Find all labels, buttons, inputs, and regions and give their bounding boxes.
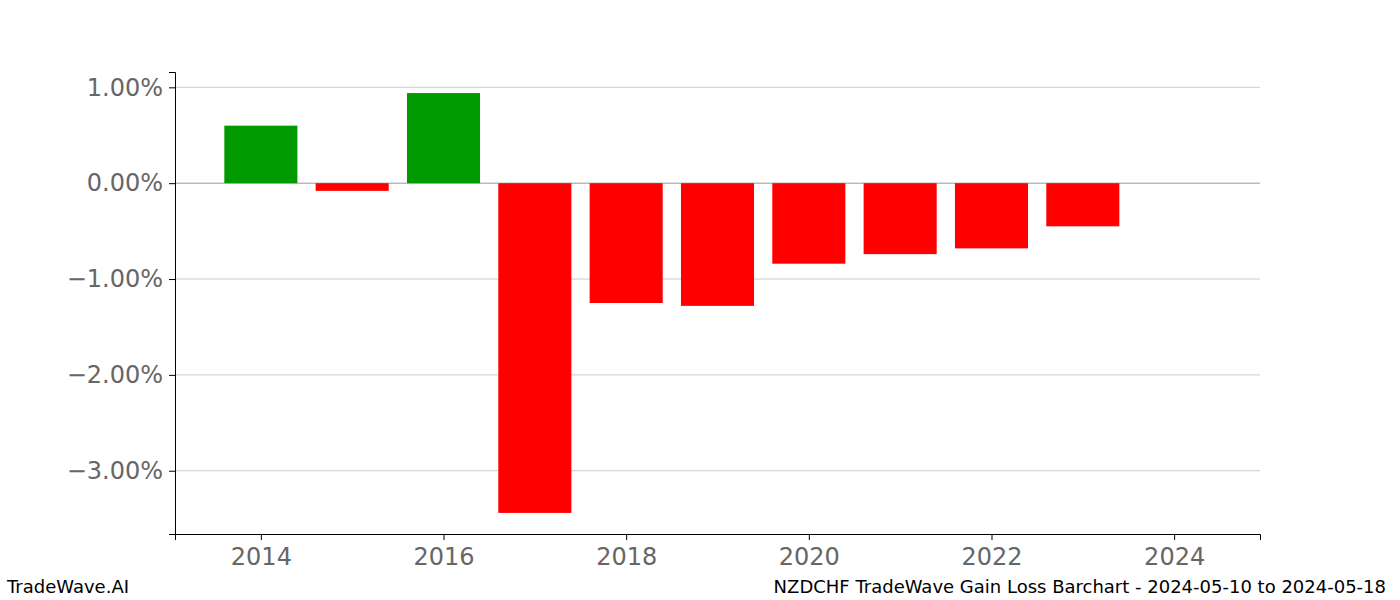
title: NZDCHF TradeWave Gain Loss Barchart - 20… <box>774 576 1386 597</box>
x-tick-mark <box>626 534 627 540</box>
x-tick-mark <box>1174 534 1175 540</box>
y-tick-label: 0.00% <box>87 169 163 197</box>
x-tick-label: 2024 <box>1144 543 1205 571</box>
y-tick: −3.00% <box>67 457 175 485</box>
x-tick-label: 2016 <box>413 543 474 571</box>
bar <box>590 183 663 303</box>
y-tick-label: −3.00% <box>67 457 163 485</box>
x-tick-mark <box>444 534 445 540</box>
bars <box>224 93 1119 513</box>
bar <box>1046 183 1119 226</box>
x-tick: 2014 <box>231 534 292 571</box>
x-tick-label: 2018 <box>596 543 657 571</box>
x-tick: 2020 <box>779 534 840 571</box>
x-tick: 2016 <box>413 534 474 571</box>
y-tick: −1.00% <box>67 265 175 293</box>
x-axis-line <box>176 535 1261 541</box>
bar <box>772 183 845 264</box>
plot-area: 2014 2016 2018 2020 2022 2024 1.00% 0.00% −1.00%… <box>67 73 1261 572</box>
bar <box>1138 183 1211 184</box>
x-axis: 2014 2016 2018 2020 2022 2024 <box>176 534 1261 571</box>
y-tick-label: −1.00% <box>67 265 163 293</box>
x-tick-mark <box>991 534 992 540</box>
bar <box>316 183 389 191</box>
y-tick-mark <box>169 375 175 376</box>
x-tick-label: 2020 <box>779 543 840 571</box>
annotation: TradeWave.AI <box>6 576 129 597</box>
y-tick: 0.00% <box>87 169 175 197</box>
y-tick-label: −2.00% <box>67 361 163 389</box>
y-tick: −2.00% <box>67 361 175 389</box>
x-tick-label: 2014 <box>231 543 292 571</box>
x-tick: 2022 <box>961 534 1022 571</box>
bar <box>681 183 754 306</box>
y-tick-mark <box>169 183 175 184</box>
x-tick-mark <box>809 534 810 540</box>
grid-line <box>175 374 1260 375</box>
x-tick-label: 2022 <box>961 543 1022 571</box>
grid-line <box>175 470 1260 471</box>
bar <box>498 183 571 513</box>
y-tick-mark <box>169 279 175 280</box>
x-tick: 2024 <box>1144 534 1205 571</box>
y-axis-line <box>169 73 176 535</box>
grid-line <box>175 87 1260 88</box>
y-tick-mark <box>169 471 175 472</box>
chart: 2014 2016 2018 2020 2022 2024 1.00% 0.00% −1.00%… <box>0 0 1400 600</box>
bar <box>224 126 297 184</box>
x-tick: 2018 <box>596 534 657 571</box>
bar <box>407 93 480 183</box>
x-tick-mark <box>261 534 262 540</box>
bar <box>864 183 937 254</box>
y-axis: 1.00% 0.00% −1.00% −2.00% −3.00% <box>67 73 176 535</box>
y-tick: 1.00% <box>87 74 175 102</box>
bar <box>955 183 1028 248</box>
y-tick-label: 1.00% <box>87 74 163 102</box>
y-tick-mark <box>169 87 175 88</box>
grid <box>175 87 1260 470</box>
